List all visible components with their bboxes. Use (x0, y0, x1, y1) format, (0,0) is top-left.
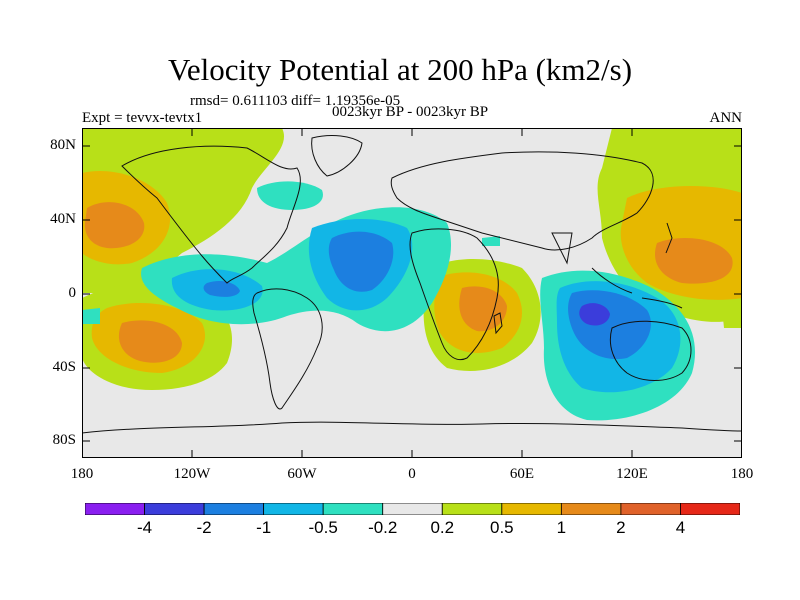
colorbar-swatch (620, 503, 681, 515)
colorbar-label: 2 (616, 518, 626, 537)
lon-tick: 180 (70, 466, 94, 482)
map-frame (82, 128, 742, 458)
period-label: 0023kyr BP - 0023kyr BP (331, 104, 489, 120)
colorbar-swatch (85, 503, 145, 515)
lon-tick: 0 (408, 466, 416, 482)
experiment-label: Expt = tevvx-tevtx1 (82, 110, 203, 126)
coastlines (82, 135, 742, 434)
colorbar-label: 1 (556, 518, 567, 537)
colorbar-swatch (322, 503, 384, 515)
lon-tick: 60E (509, 466, 535, 482)
velocity-potential-map (82, 128, 742, 458)
page-title: Velocity Potential at 200 hPa (km2/s) (167, 52, 633, 87)
colorbar (85, 503, 740, 515)
lon-tick: 60W (287, 466, 317, 482)
colorbar-label: -1 (256, 518, 272, 537)
colorbar-label: -0.5 (308, 518, 338, 537)
stats-text: rmsd= 0.611103 diff= 1.19356e-05 (190, 93, 401, 109)
colorbar-swatch (501, 503, 562, 515)
lat-tick: 80S (52, 432, 76, 448)
lon-tick: 120E (616, 466, 648, 482)
colorbar-swatch (144, 503, 205, 515)
lat-tick: 80N (50, 137, 76, 153)
axis-ticks (82, 128, 742, 458)
colorbar-label: -4 (136, 518, 153, 537)
colorbar-label: 0.5 (489, 518, 514, 537)
lat-tick: 40N (50, 211, 76, 227)
season-label: ANN (709, 110, 743, 126)
lon-tick: 180 (730, 466, 754, 482)
lat-tick: 0 (68, 285, 77, 301)
colorbar-swatch (203, 503, 265, 515)
positive-high-regions (84, 202, 733, 363)
colorbar-label: -0.2 (368, 518, 398, 537)
colorbar-swatch (263, 503, 324, 515)
colorbar-swatch (441, 503, 503, 515)
lon-tick: 120W (173, 466, 211, 482)
map-canvas (82, 128, 742, 458)
colorbar-swatch (560, 503, 622, 515)
colorbar-swatch (680, 503, 740, 515)
negative-core-region (579, 303, 610, 326)
colorbar-label: -2 (196, 518, 212, 537)
colorbar-swatch (382, 503, 443, 515)
colorbar-label: 4 (675, 518, 686, 537)
lat-tick: 40S (52, 359, 76, 375)
colorbar-label: 0.2 (430, 518, 455, 537)
